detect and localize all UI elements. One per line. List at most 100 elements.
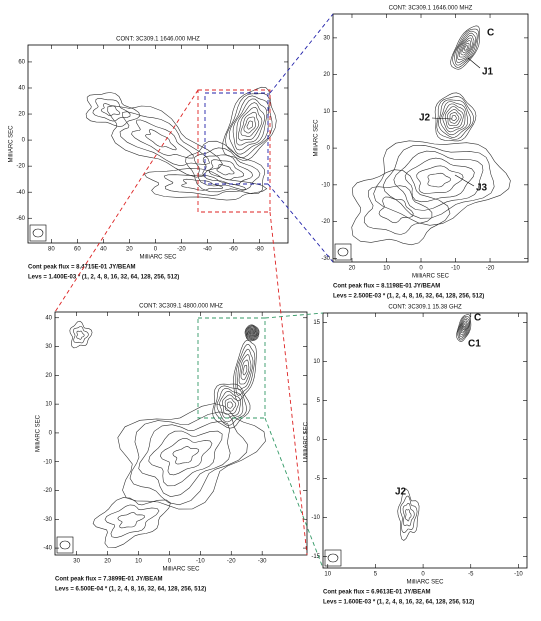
contour [181,178,224,191]
contour [402,503,415,527]
peak-flux: Cont peak flux = 8.4715E-01 JY/BEAM [28,265,136,271]
y-tick-label: 15 [313,320,320,326]
x-tick-label: 60 [74,247,81,253]
contour [250,331,254,335]
contour [460,40,471,56]
y-tick-label: 40 [18,86,25,92]
contour [233,339,257,402]
x-tick-label: -20 [486,266,495,272]
y-tick-label: -20 [321,219,330,225]
contour [76,330,85,340]
y-axis-label: MilliARC SEC [9,125,15,163]
contour [100,103,121,116]
contour [449,112,460,124]
y-axis-label: MilliARC SEC [314,119,320,157]
y-tick-label: 5 [317,398,321,404]
contour [438,99,472,138]
contour [427,172,451,188]
contour [461,322,467,334]
zoom-box [197,89,271,213]
component-label: C1 [468,339,481,350]
contour [208,159,244,181]
contour [456,314,472,342]
y-tick-label: -10 [43,459,52,465]
map-panel: 80 60 40 20 0 -20 -40 -60 -80 60 40 20 0 -20 -40 -60 CON… [9,37,289,281]
contour [434,92,477,142]
x-tick-label: 5 [374,572,378,578]
x-tick-label: 30 [73,559,80,565]
peak-flux: Cont peak flux = 8.1198E-01 JY/BEAM [333,284,440,290]
contour [460,320,469,335]
contour [440,101,468,136]
x-tick-label: -40 [203,247,212,253]
x-tick-label: -10 [514,572,523,578]
contour [145,129,177,151]
x-tick-label: 10 [383,266,390,272]
contour [237,348,254,390]
contour [131,119,194,159]
contour [247,328,257,339]
contour [235,344,256,396]
x-tick-label: -20 [177,247,186,253]
contour [129,411,248,506]
contour [251,331,253,335]
y-tick-label: 30 [323,35,330,41]
contour [246,326,259,340]
component-label: J2 [395,487,407,498]
beam-box [29,224,47,242]
contour [248,329,256,337]
contour [240,111,260,137]
peak-flux: Cont peak flux = 6.9613E-01 JY/BEAM [323,590,431,596]
contour [194,147,261,190]
contour-levels: Levs = 1.600E-03 * (1, 2, 4, 8, 16, 32, … [323,600,474,606]
y-tick-label: 20 [18,112,25,118]
y-tick-label: 20 [323,72,330,78]
y-tick-label: 10 [45,402,52,408]
connector [269,13,334,94]
contour [457,34,475,61]
component-label: J2 [419,113,431,124]
contour [172,446,200,465]
contour [246,120,254,130]
y-tick-label: -20 [16,164,25,170]
x-tick-label: -80 [255,247,264,253]
contour [212,383,251,429]
x-tick-label: -5 [468,572,474,578]
contour [243,116,256,134]
zoom-box [197,317,266,419]
contour [404,157,475,203]
x-tick-label: 0 [419,266,423,272]
contour [462,326,466,330]
contour [456,32,477,63]
beam-box [324,549,342,567]
x-tick-label: -10 [196,559,205,565]
contour [85,92,141,127]
contour [245,325,259,341]
x-tick-label: 0 [168,559,172,565]
x-tick-label: 40 [100,247,107,253]
contour [104,504,160,539]
contour [447,109,462,126]
y-tick-label: -30 [321,256,330,262]
y-tick-label: -40 [16,190,25,196]
component-label: J1 [482,67,494,78]
contour [227,401,234,409]
y-tick-label: 0 [327,146,331,152]
contour [92,98,131,122]
plot-frame [54,311,308,556]
annotations: C J1 J2 J3 C C1 J2 [395,28,494,498]
contour [235,102,265,146]
x-tick-label: 80 [48,247,55,253]
panel-title: CONT: 3C309.1 4800.000 MHZ [139,304,223,310]
x-tick-label: 20 [349,266,356,272]
y-tick-label: 60 [18,60,25,66]
map-panel: 20 10 0 -10 -20 30 20 10 0 -10 -20 -30 CONT: 3C309.1… [314,6,529,300]
panel-title: CONT: 3C309.1 15.38 GHZ [388,305,462,311]
contour [232,98,268,151]
plot-frame [27,44,289,244]
contour [163,174,247,196]
connector [264,312,324,319]
x-tick-label: 20 [104,559,111,565]
contour [452,28,479,68]
